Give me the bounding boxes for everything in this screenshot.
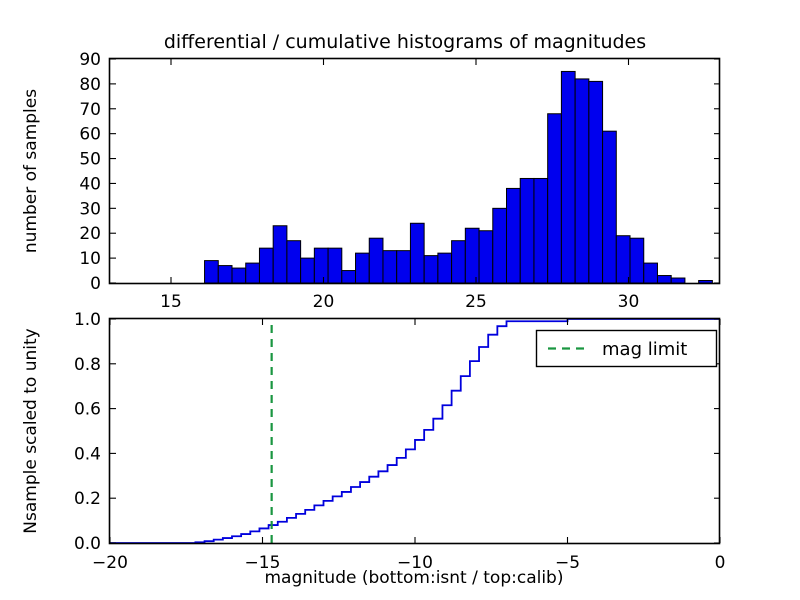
histogram-bar — [492, 207, 507, 284]
histogram-bar — [231, 267, 247, 284]
top-x-tick-labels: 15 20 25 30 — [160, 292, 639, 312]
bottom-x-tick-label: −10 — [397, 553, 433, 573]
top-x-tick-label: 20 — [313, 292, 335, 312]
top-y-tick-label: 0 — [90, 274, 101, 294]
bottom-y-tick-label: 0.6 — [74, 400, 101, 420]
histogram-bar — [258, 247, 274, 284]
histogram-bar — [327, 247, 343, 284]
histogram-bar — [643, 262, 658, 284]
bottom-x-tick-label: −15 — [245, 553, 281, 573]
histogram-bar — [286, 240, 302, 284]
histogram-bar — [588, 80, 604, 284]
top-x-tick-label: 30 — [618, 292, 640, 312]
histogram-bar — [204, 260, 219, 284]
histogram-bar — [382, 250, 398, 284]
bottom-y-tick-labels: 0.0 0.2 0.4 0.6 0.8 1.0 — [74, 310, 101, 554]
top-y-tick-label: 40 — [79, 174, 101, 194]
top-y-tick-label: 80 — [79, 75, 101, 95]
histogram-bar — [547, 113, 562, 284]
histogram-bar — [464, 227, 480, 284]
x-axis-label: magnitude (bottom:isnt / top:calib) — [265, 568, 564, 588]
top-y-tick-label: 90 — [79, 50, 101, 70]
histogram-bar — [574, 78, 590, 284]
histogram-bar — [698, 280, 713, 284]
top-y-tick-labels: 0 10 20 30 40 50 60 70 80 90 — [79, 50, 101, 294]
histogram-bar — [217, 265, 233, 284]
histogram-bar — [245, 262, 260, 284]
histogram-bar — [560, 70, 576, 284]
chart-title: differential / cumulative histograms of … — [164, 31, 646, 53]
histogram-bar — [272, 225, 288, 284]
bottom-y-tick-label: 0.8 — [74, 355, 101, 375]
bottom-y-tick-label: 0.4 — [74, 444, 101, 464]
bottom-axes-frame — [108, 317, 721, 545]
legend[interactable]: mag limit — [535, 329, 718, 368]
bottom-x-tick-labels: −20 −15 −10 −5 0 — [92, 553, 725, 573]
top-y-tick-label: 10 — [79, 249, 101, 269]
histogram-bar — [341, 270, 357, 284]
histogram-bar — [615, 235, 631, 284]
top-axes: differential / cumulative histograms of … — [21, 31, 721, 312]
top-x-tick-marks — [170, 59, 630, 283]
histogram-bar — [506, 187, 521, 284]
top-y-tick-marks — [110, 58, 720, 284]
histogram-bar — [396, 250, 411, 284]
bottom-y-axis-label: Nsample scaled to unity — [21, 328, 41, 533]
histogram-bar — [602, 130, 617, 284]
histogram-bar — [451, 240, 466, 284]
histogram-bar — [409, 222, 425, 284]
bottom-x-tick-label: −20 — [92, 553, 128, 573]
histogram-bar — [670, 277, 686, 284]
top-y-axis-label: number of samples — [21, 89, 41, 253]
top-axes-frame — [108, 57, 721, 285]
bottom-x-tick-marks — [109, 319, 721, 543]
bottom-x-tick-label: −5 — [555, 553, 580, 573]
bottom-axes: −20 −15 −10 −5 0 0.0 0.2 0.4 0.6 0.8 1.0 Nsample … — [21, 310, 725, 588]
histogram-bar — [656, 275, 672, 284]
legend-label-mag-limit: mag limit — [602, 339, 687, 360]
cumulative-curve — [110, 318, 720, 544]
bottom-y-tick-marks — [110, 318, 720, 544]
histogram-bar — [437, 252, 453, 284]
histogram-bar — [368, 237, 384, 284]
top-y-tick-label: 70 — [79, 100, 101, 120]
top-y-tick-label: 50 — [79, 150, 101, 170]
top-y-tick-label: 30 — [79, 199, 101, 219]
bottom-x-tick-label: 0 — [715, 553, 726, 573]
top-y-tick-label: 20 — [79, 224, 101, 244]
bottom-y-tick-label: 0.2 — [74, 489, 101, 509]
bottom-y-tick-label: 1.0 — [74, 310, 101, 330]
top-y-tick-label: 60 — [79, 125, 101, 145]
histogram-bar — [423, 255, 439, 284]
top-x-tick-label: 25 — [465, 292, 487, 312]
bottom-y-tick-label: 0.0 — [74, 534, 101, 554]
histogram-bar — [313, 247, 329, 284]
histogram-bars — [204, 70, 713, 284]
top-x-tick-label: 15 — [160, 292, 182, 312]
histogram-bar — [355, 252, 370, 284]
histogram-bar — [478, 230, 494, 284]
histogram-bar — [629, 237, 645, 284]
histogram-bar — [533, 177, 549, 284]
histogram-bar — [519, 177, 535, 284]
histogram-bar — [300, 257, 315, 284]
